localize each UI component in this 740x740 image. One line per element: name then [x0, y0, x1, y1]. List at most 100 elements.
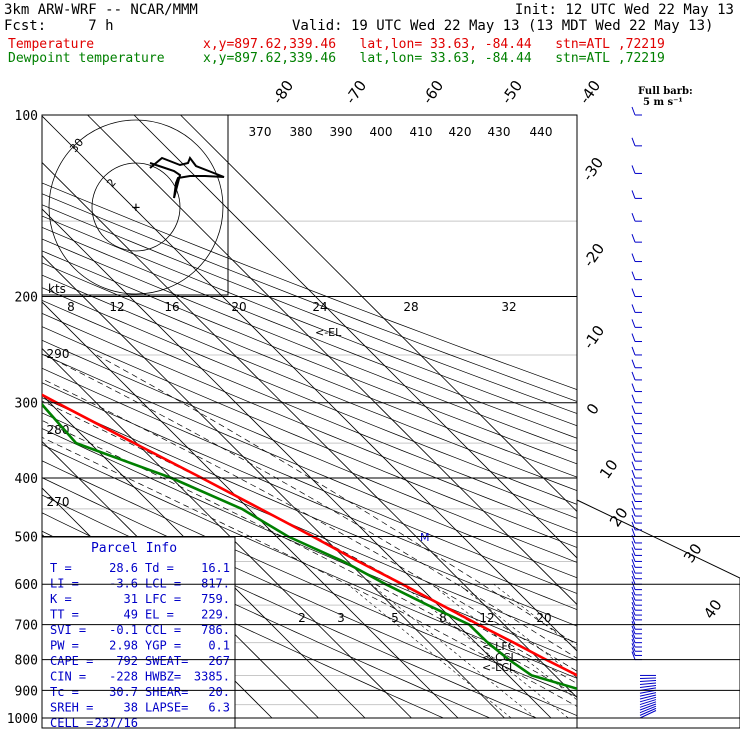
wind-barb: [631, 528, 636, 537]
theta-label: 410: [410, 125, 433, 139]
moist-adiabat: [96, 354, 577, 646]
wind-barb: [631, 253, 636, 262]
hodograph-ring: [91, 162, 181, 252]
wind-barb: [631, 461, 636, 470]
wind-barb: [631, 165, 636, 174]
wind-barb: [631, 319, 636, 328]
pressure-tick-label: 900: [15, 684, 38, 699]
parcel-label: LI =: [50, 577, 79, 591]
wind-barb: [631, 500, 636, 510]
mixing-ratio-label: 5: [391, 611, 399, 625]
wind-barb: [631, 485, 636, 495]
parcel-label: YGP =: [145, 639, 181, 653]
hodograph: +30 2: [48, 119, 225, 295]
wind-barb: [631, 576, 636, 585]
wind-barb: [631, 601, 636, 611]
hodograph-center-mark: +: [132, 200, 140, 216]
hodograph-ring-label: 12: [109, 300, 124, 314]
pressure-tick-label: 100: [15, 109, 38, 124]
wind-barb: [631, 394, 636, 403]
isotherm-label: -60: [419, 77, 448, 107]
hodograph-ring-label: 32: [501, 300, 516, 314]
hodograph-ring-label: 24: [312, 300, 327, 314]
wind-barb: [639, 677, 657, 680]
isotherm: [42, 208, 552, 719]
parcel-label: EL =: [145, 608, 174, 622]
parcel-value: 0.1: [208, 639, 230, 653]
wind-barb: [639, 701, 657, 708]
wind-barb: [631, 415, 636, 424]
parcel-label: K =: [50, 592, 72, 606]
parcel-label: TT =: [50, 608, 79, 622]
wind-barb: [631, 547, 636, 556]
pressure-tick-label: 500: [15, 530, 38, 545]
parcel-info-box: Parcel Info T = 28.6 Td = 16.1 LI = -3.6 LCL = 8…: [41, 536, 236, 730]
wind-barb: [631, 425, 636, 434]
wind-barb: [639, 699, 657, 706]
mixing-ratio-label: 3: [337, 611, 345, 625]
wind-barb: [631, 333, 636, 342]
wind-barb: [631, 521, 636, 531]
parcel-label: T =: [50, 561, 72, 575]
wind-barb: [631, 591, 636, 601]
barb-note-1: Full barb:: [638, 86, 693, 97]
parcel-value: 3385.: [194, 670, 230, 684]
dry-adiabat: [42, 397, 577, 627]
init-time: Init: 12 UTC Wed 22 May 13: [514, 2, 734, 18]
parcel-value: 817.: [201, 577, 230, 591]
hodograph-ring-annotation: 2: [104, 176, 118, 190]
parcel-label: LCL =: [145, 577, 181, 591]
parcel-label: CCL =: [145, 623, 181, 637]
theta-label: 370: [249, 125, 272, 139]
hodograph-units-label: kts: [48, 282, 66, 296]
wind-barb: [639, 680, 657, 683]
parcel-value: 237/16: [95, 716, 138, 730]
theta-e-label: 270: [47, 495, 70, 509]
hodograph-ring: [48, 119, 224, 295]
wind-barb: [631, 383, 636, 392]
wind-barb: [631, 570, 636, 579]
wind-barb: [631, 493, 636, 502]
model-title: 3km ARW-WRF -- NCAR/MMM: [4, 2, 198, 18]
wind-barb: [631, 564, 636, 574]
dry-adiabat: [42, 250, 577, 465]
parcel-label: CELL =: [50, 716, 93, 730]
wind-barb: [631, 647, 636, 656]
wind-barb: [631, 271, 636, 280]
dry-adiabat: [42, 287, 577, 505]
dry-adiabat: [42, 339, 577, 563]
parcel-value: 49: [124, 608, 138, 622]
frame-extension: [576, 499, 740, 729]
isotherm: [87, 115, 577, 606]
wind-barb: [631, 651, 636, 660]
wind-barb: [639, 684, 657, 688]
dry-adiabat: [42, 227, 577, 439]
valid-time: Valid: 19 UTC Wed 22 May 13 (13 MDT Wed …: [292, 18, 714, 34]
wind-barb: [631, 586, 636, 596]
theta-label: 420: [449, 125, 472, 139]
level-annotation: M: [420, 531, 430, 544]
dry-adiabat: [42, 312, 577, 534]
isotherm-label: -40: [576, 77, 605, 107]
isotherm: [133, 115, 577, 559]
level-annotation: <-LCL: [482, 661, 516, 674]
mixing-ratio-label: 2: [298, 611, 306, 625]
wind-barb: [639, 694, 657, 700]
isotherm-label: 10: [596, 456, 622, 482]
isotherm-label: -10: [580, 322, 609, 352]
wind-barb: [631, 597, 636, 606]
wind-barb: [631, 611, 636, 621]
wind-barb: [631, 233, 636, 243]
hodograph-ring-label: 28: [403, 300, 418, 314]
dry-adiabat: [42, 326, 577, 548]
wind-barb: [631, 137, 636, 147]
hodograph-ring-label: 16: [164, 300, 179, 314]
pressure-tick-label: 700: [15, 619, 38, 634]
wind-barb: [631, 559, 636, 568]
parcel-value: -3.6: [109, 577, 138, 591]
wind-barb: [631, 304, 636, 313]
dry-adiabat: [42, 367, 577, 594]
forecast-hour: Fcst: 7 h: [4, 18, 114, 34]
isotherm-label: 40: [700, 596, 726, 622]
wind-barb: [631, 625, 636, 634]
